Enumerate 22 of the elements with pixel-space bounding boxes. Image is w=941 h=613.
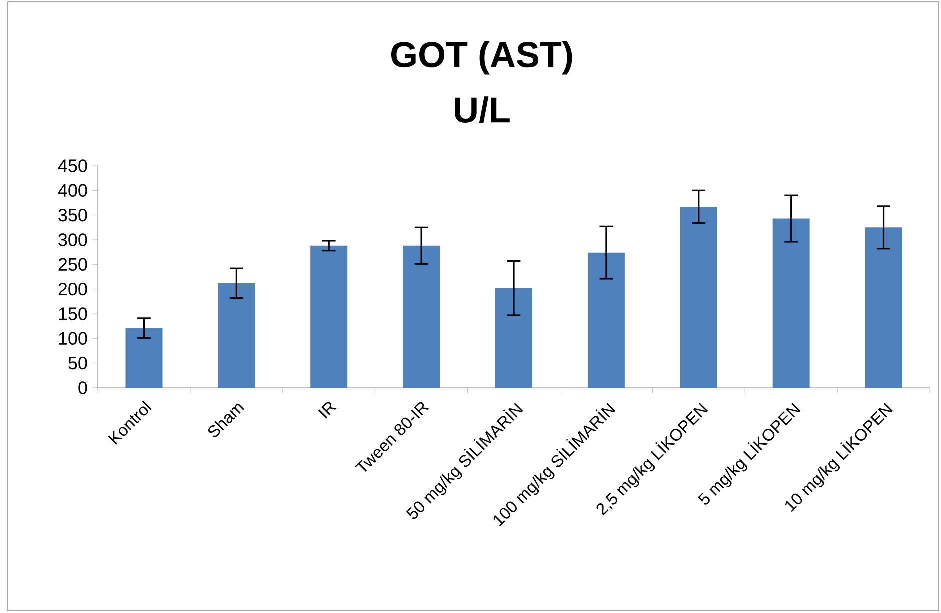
bar: [772, 218, 810, 388]
y-tick-label: 200: [58, 282, 88, 296]
y-tick-label: 50: [68, 356, 88, 370]
chart-title: GOT (AST): [392, 41, 572, 75]
bar: [588, 252, 625, 388]
bar: [403, 246, 440, 388]
bar: [680, 206, 718, 388]
y-tick-label: 450: [58, 160, 88, 172]
y-tick-label: 300: [58, 234, 88, 246]
bar: [496, 288, 533, 388]
y-tick-label: 0: [78, 382, 88, 394]
bar: [310, 246, 348, 388]
bar: [218, 283, 256, 388]
bar: [126, 328, 163, 388]
y-tick-label: 150: [59, 308, 88, 320]
chart-subtitle: U/L: [455, 96, 510, 124]
y-tick-label: 400: [58, 184, 88, 198]
y-tick-label: 100: [59, 332, 88, 346]
bar: [865, 228, 902, 388]
y-tick-label: 350: [58, 208, 88, 222]
x-tick-label: IR: [318, 402, 337, 419]
y-tick-label: 250: [58, 258, 88, 272]
